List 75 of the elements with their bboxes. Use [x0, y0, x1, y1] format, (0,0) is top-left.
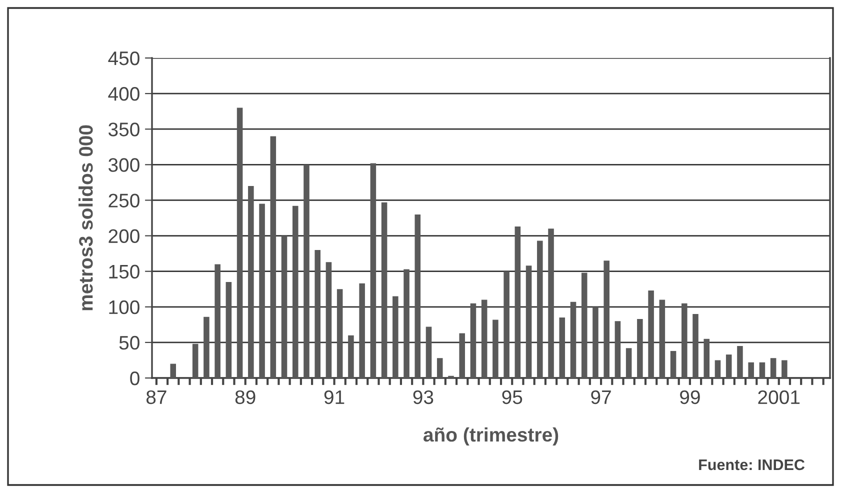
y-tick-label: 200: [108, 229, 140, 244]
bar: [370, 163, 376, 378]
y-tick-label: 350: [108, 122, 140, 136]
bar: [614, 321, 621, 378]
y-tick-label: 150: [109, 264, 140, 279]
bar: [192, 344, 198, 378]
bar: [759, 362, 766, 378]
bar: [637, 318, 643, 378]
bar: [236, 108, 243, 378]
bar: [726, 354, 732, 378]
bar: [714, 360, 721, 378]
bar: [336, 289, 343, 378]
bar: [692, 314, 698, 378]
bar: [281, 236, 288, 378]
bar: [492, 320, 498, 378]
bar: [704, 338, 710, 378]
bar: [204, 316, 210, 378]
x-tick-label: 87: [146, 390, 166, 404]
bar: [782, 360, 788, 378]
bar: [304, 164, 310, 378]
bar: [526, 266, 532, 378]
y-tick-label: 100: [109, 300, 140, 314]
bar: [314, 250, 320, 378]
x-tick-label: 93: [413, 390, 434, 404]
bar: [214, 264, 220, 378]
bar: [648, 290, 654, 378]
bar: [604, 260, 610, 378]
y-axis-title: metros3 solidos 000: [78, 125, 93, 310]
source-note: Fuente: INDEC: [699, 459, 805, 470]
bar: [170, 364, 176, 378]
bar: [359, 283, 365, 378]
bar: [581, 272, 588, 378]
y-tick-label: 0: [130, 371, 140, 386]
bar: [259, 204, 265, 378]
bar: [436, 358, 443, 378]
x-tick-label: 95: [502, 390, 522, 404]
bar: [748, 362, 754, 378]
x-axis-title: año (trimestre): [424, 427, 558, 446]
bar: [404, 269, 410, 378]
bar: [592, 306, 598, 378]
y-tick-label: 400: [108, 87, 140, 101]
bar: [659, 300, 666, 378]
x-tick-label: 99: [680, 390, 700, 404]
bar: [514, 226, 521, 378]
bar: [481, 300, 488, 378]
bar: [670, 350, 676, 378]
bar: [737, 346, 743, 378]
bar: [770, 358, 776, 378]
bar: [559, 318, 566, 378]
bar: [248, 186, 254, 378]
bar: [381, 202, 388, 378]
y-tick-label: 250: [108, 194, 140, 208]
bar: [470, 303, 476, 378]
bar: [426, 326, 432, 378]
bar: [682, 303, 688, 378]
bar: [504, 271, 510, 378]
y-tick-label: 450: [108, 51, 140, 66]
bar: [459, 333, 465, 378]
bar: [537, 240, 543, 378]
bar: [326, 262, 332, 378]
x-tick-label: 97: [591, 390, 611, 404]
bar: [270, 136, 276, 378]
bar: [626, 348, 632, 378]
bar: [414, 214, 421, 378]
bar: [392, 296, 398, 378]
bar: [292, 206, 298, 378]
x-tick-label: 2001: [758, 390, 800, 404]
bar: [570, 302, 576, 378]
y-tick-label: 50: [119, 336, 140, 350]
y-tick-label: 300: [108, 158, 140, 172]
x-tick-label: 89: [235, 390, 256, 404]
x-tick-label: 91: [324, 390, 344, 404]
bar: [226, 282, 232, 378]
bar: [348, 335, 354, 378]
bar: [548, 228, 554, 378]
